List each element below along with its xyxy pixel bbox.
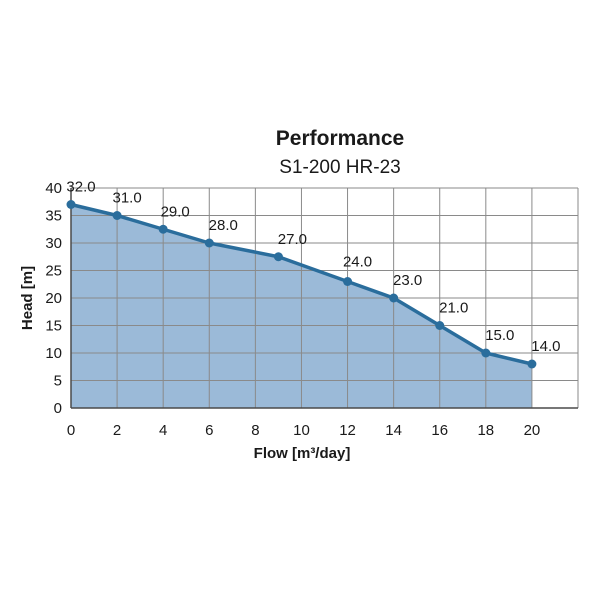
chart-subtitle: S1-200 HR-23 xyxy=(279,157,400,178)
y-tick-label: 30 xyxy=(45,235,62,252)
y-tick-label: 20 xyxy=(45,290,62,307)
y-tick-label: 40 xyxy=(45,180,62,197)
data-point xyxy=(273,252,283,262)
y-tick-label: 15 xyxy=(45,318,62,335)
x-tick-label: 12 xyxy=(339,422,356,439)
data-point xyxy=(389,293,399,303)
data-point xyxy=(343,277,353,286)
y-tick-label: 35 xyxy=(45,208,62,225)
data-label: 24.0 xyxy=(343,254,372,271)
data-label: 27.0 xyxy=(278,231,307,248)
x-tick-label: 18 xyxy=(477,422,494,439)
x-tick-label: 14 xyxy=(385,422,402,439)
x-tick-label: 6 xyxy=(205,422,213,439)
y-tick-label: 10 xyxy=(45,345,62,362)
plot-area: 32.0 31.0 29.0 28.0 27.0 24.0 23.0 21.0 15.0 14.0… xyxy=(45,179,579,439)
y-tick-label: 25 xyxy=(45,263,62,280)
x-tick-label: 20 xyxy=(524,422,541,439)
series-line xyxy=(70,202,533,366)
x-tick-label: 2 xyxy=(113,422,121,439)
data-point xyxy=(527,359,537,369)
y-tick-label: 0 xyxy=(54,400,62,417)
data-label: 28.0 xyxy=(209,217,238,234)
x-tick-label: 4 xyxy=(159,422,167,439)
x-tick-label: 16 xyxy=(431,422,448,439)
data-point xyxy=(158,224,168,234)
y-tick-label: 5 xyxy=(54,373,62,390)
y-axis-label: Head [m] xyxy=(19,266,36,330)
data-point xyxy=(112,211,122,220)
data-label: 31.0 xyxy=(112,190,141,207)
data-label: 21.0 xyxy=(439,300,468,317)
x-tick-label: 8 xyxy=(251,422,259,439)
x-tick-label: 0 xyxy=(67,422,75,439)
data-point xyxy=(435,321,445,330)
data-label: 29.0 xyxy=(161,203,190,220)
data-label: 23.0 xyxy=(393,272,422,289)
data-label: 32.0 xyxy=(66,179,95,196)
x-tick-label: 10 xyxy=(293,422,310,439)
data-label: 14.0 xyxy=(531,338,560,355)
data-point xyxy=(481,348,491,358)
x-axis-label: Flow [m³/day] xyxy=(254,445,351,462)
data-point xyxy=(66,200,76,209)
data-label: 15.0 xyxy=(485,327,514,344)
data-point xyxy=(204,238,214,248)
chart-title: Performance xyxy=(276,127,404,150)
